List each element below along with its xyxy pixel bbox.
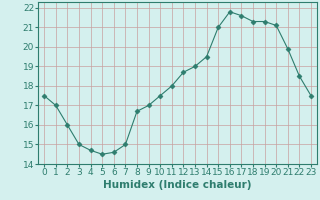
X-axis label: Humidex (Indice chaleur): Humidex (Indice chaleur) xyxy=(103,180,252,190)
